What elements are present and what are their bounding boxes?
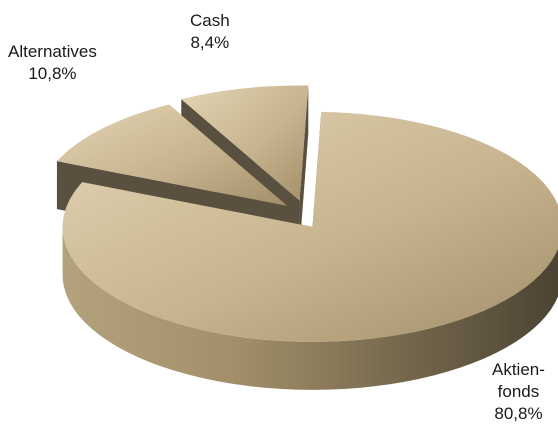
label-aktienfonds-line1: Aktien-	[492, 360, 545, 379]
slice-wall-cash-1	[299, 85, 309, 249]
label-aktienfonds-value: 80,8%	[494, 404, 543, 423]
slice-side-aktien	[62, 224, 558, 390]
pie-slice-aktien	[62, 111, 558, 390]
label-aktienfonds-line2: fonds	[497, 382, 540, 401]
slice-top-cash	[181, 85, 309, 201]
label-cash-line1: Cash	[190, 11, 230, 30]
slice-top-alternatives	[56, 104, 288, 206]
label-alternatives-line1: Alternatives	[8, 42, 97, 61]
label-alternatives-value: 10,8%	[28, 64, 77, 83]
label-cash: Cash 8,4%	[190, 10, 230, 54]
label-aktienfonds: Aktien- fonds 80,8%	[492, 359, 545, 425]
label-alternatives: Alternatives 10,8%	[8, 41, 97, 85]
slice-top-aktien	[62, 111, 558, 342]
label-cash-value: 8,4%	[190, 33, 230, 52]
